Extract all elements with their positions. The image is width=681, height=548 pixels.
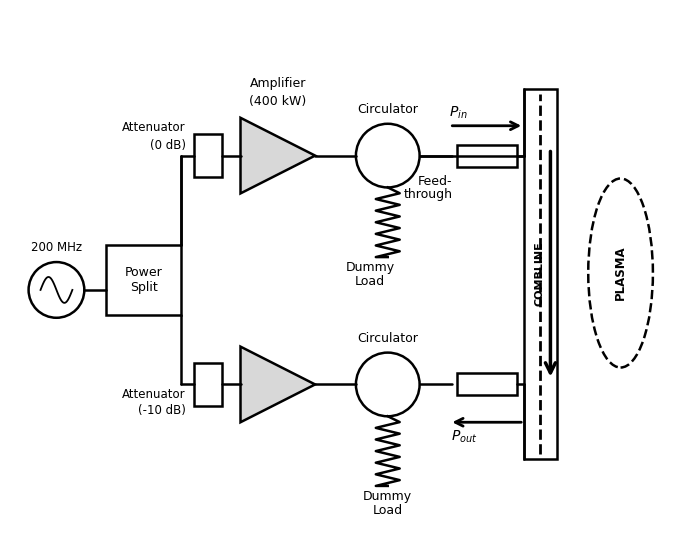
Text: Attenuator: Attenuator — [122, 121, 186, 134]
Bar — [106, 245, 181, 315]
Text: $P_{in}$: $P_{in}$ — [449, 104, 468, 121]
Text: (0 dB): (0 dB) — [150, 139, 186, 152]
Text: COMBLINE: COMBLINE — [535, 242, 545, 306]
Text: Power: Power — [125, 266, 162, 278]
Text: Feed-: Feed- — [418, 174, 452, 187]
Bar — [194, 134, 221, 178]
Text: Amplifier: Amplifier — [250, 77, 306, 90]
Bar — [524, 89, 557, 459]
Text: Load: Load — [355, 275, 385, 288]
Bar — [194, 363, 221, 406]
Text: 200 MHz: 200 MHz — [31, 241, 82, 254]
Text: Circulator: Circulator — [358, 332, 418, 345]
Text: Attenuator: Attenuator — [122, 389, 186, 402]
Text: Split: Split — [129, 282, 157, 294]
Polygon shape — [240, 118, 315, 193]
Text: $P_{out}$: $P_{out}$ — [451, 428, 477, 444]
Bar — [458, 374, 517, 395]
Bar — [458, 145, 517, 167]
Text: PLASMA: PLASMA — [614, 246, 627, 300]
Text: Dummy: Dummy — [363, 490, 412, 503]
Polygon shape — [240, 347, 315, 423]
Text: Load: Load — [373, 504, 403, 517]
Text: (-10 dB): (-10 dB) — [138, 404, 186, 418]
Text: (400 kW): (400 kW) — [249, 95, 306, 108]
Text: Dummy: Dummy — [345, 261, 394, 274]
Text: through: through — [403, 189, 452, 202]
Text: Circulator: Circulator — [358, 103, 418, 116]
